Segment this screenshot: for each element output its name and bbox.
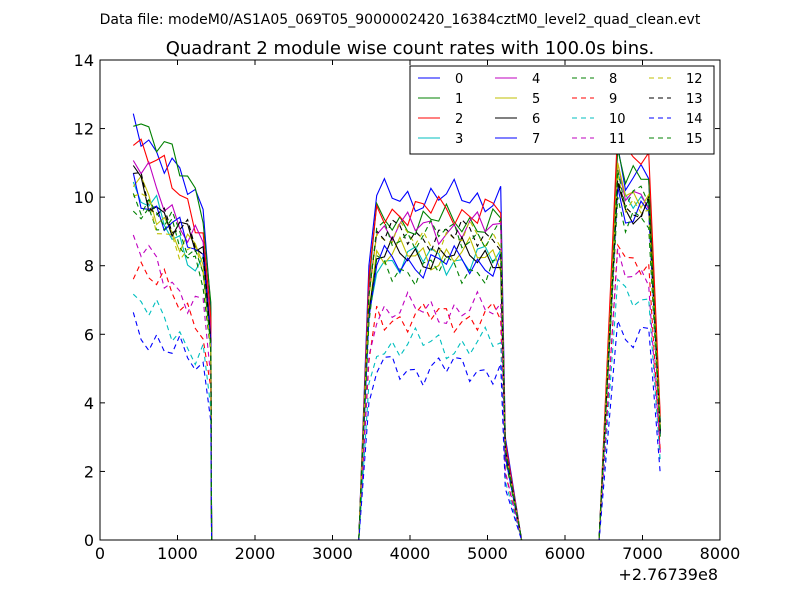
legend-label: 7	[532, 132, 540, 147]
figure-suptitle: Data file: modeM0/AS1A05_069T05_90000024…	[100, 12, 701, 28]
x-tick-label: 8000	[700, 544, 741, 563]
axis-ticks: 0 1000 2000 3000 4000 5000 6000 7000 80000246810…	[74, 51, 741, 563]
x-tick-label: 1000	[157, 544, 198, 563]
y-tick-label: 10	[74, 188, 94, 207]
legend-label: 10	[609, 112, 626, 127]
x-tick-label: 0	[95, 544, 105, 563]
y-tick-label: 6	[84, 325, 94, 344]
x-offset-label: +2.76739e8	[618, 565, 718, 584]
x-tick-label: 6000	[545, 544, 586, 563]
x-tick-label: 4000	[390, 544, 431, 563]
x-tick-label: 5000	[467, 544, 508, 563]
legend-label: 3	[455, 132, 463, 147]
legend-label: 1	[455, 92, 463, 107]
y-tick-label: 14	[74, 51, 94, 70]
legend-label: 12	[686, 72, 703, 87]
y-tick-label: 2	[84, 462, 94, 481]
legend-label: 14	[686, 112, 703, 127]
legend-label: 6	[532, 112, 540, 127]
legend-label: 5	[532, 92, 540, 107]
x-tick-label: 3000	[312, 544, 353, 563]
x-tick-label: 2000	[235, 544, 276, 563]
legend-label: 2	[455, 112, 463, 127]
legend-label: 13	[686, 92, 703, 107]
y-tick-label: 0	[84, 531, 94, 550]
legend-label: 0	[455, 72, 463, 87]
y-tick-label: 12	[74, 120, 94, 139]
series-line-9	[132, 243, 661, 541]
legend-label: 11	[609, 132, 626, 147]
chart-title: Quadrant 2 module wise count rates with …	[166, 38, 655, 59]
y-tick-label: 4	[84, 394, 94, 413]
x-tick-label: 7000	[622, 544, 663, 563]
legend-label: 8	[609, 72, 617, 87]
y-tick-label: 8	[84, 257, 94, 276]
legend-label: 4	[532, 72, 540, 87]
legend-box	[409, 65, 715, 155]
legend-label: 15	[686, 132, 703, 147]
legend-label: 9	[609, 92, 617, 107]
